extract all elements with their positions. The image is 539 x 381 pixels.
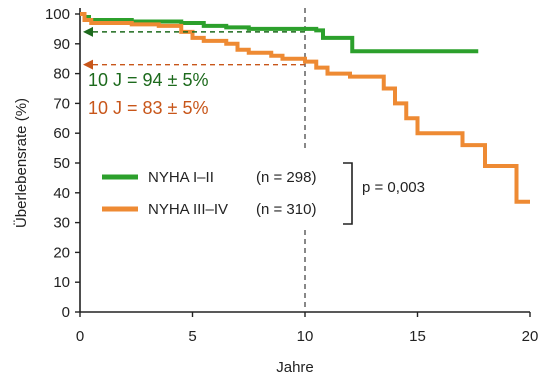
x-axis-label: Jahre — [276, 359, 314, 376]
survival-curve-nyha-3-4 — [80, 12, 530, 204]
x-tick-label: 15 — [409, 328, 426, 345]
x-tick-label: 20 — [522, 328, 539, 345]
y-tick-label: 80 — [53, 66, 70, 83]
y-tick-label: 90 — [53, 36, 70, 53]
annotation-orange: 10 J = 83 ± 5% — [88, 98, 208, 118]
y-axis-label: Überlebensrate (%) — [12, 98, 30, 228]
y-tick-label: 30 — [53, 215, 70, 232]
y-tick-label: 20 — [53, 244, 70, 261]
legend: NYHA I–II (n = 298) NYHA III–IV (n = 310… — [102, 162, 425, 225]
y-tick-label: 100 — [45, 6, 70, 23]
y-tick-label: 0 — [62, 304, 70, 321]
y-tick-label: 40 — [53, 185, 70, 202]
annotation-arrow-head — [83, 59, 93, 70]
x-tick-label: 0 — [76, 328, 84, 345]
y-tick-label: 70 — [53, 95, 70, 112]
annotation-group: 10 J = 94 ± 5% 10 J = 83 ± 5% — [83, 26, 305, 118]
legend-bracket — [343, 162, 353, 225]
axes: 0 10 20 30 40 50 60 70 80 90 100 0 5 10 15 20 Jahre Überl… — [12, 6, 538, 376]
legend-label-orange: NYHA III–IV — [148, 201, 228, 218]
y-tick-label: 10 — [53, 274, 70, 291]
y-tick-label: 50 — [53, 155, 70, 172]
legend-n-green: (n = 298) — [256, 169, 316, 186]
annotation-arrow-head — [83, 26, 93, 37]
y-tick-label: 60 — [53, 125, 70, 142]
series-group — [80, 12, 530, 204]
x-tick-label: 10 — [297, 328, 314, 345]
legend-n-orange: (n = 310) — [256, 201, 316, 218]
x-tick-label: 5 — [188, 328, 196, 345]
p-value: p = 0,003 — [362, 179, 425, 196]
legend-label-green: NYHA I–II — [148, 169, 214, 186]
survival-curve-nyha-1-2 — [80, 12, 479, 54]
annotation-green: 10 J = 94 ± 5% — [88, 70, 208, 90]
